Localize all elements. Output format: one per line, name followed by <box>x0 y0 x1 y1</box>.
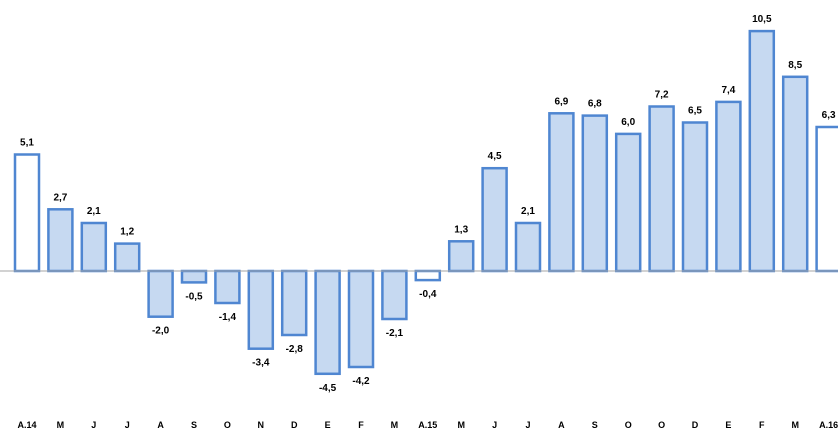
bar-7 <box>247 269 275 350</box>
bar-6 <box>214 269 241 305</box>
value-label-10: -4,2 <box>352 376 370 387</box>
x-tick-label-24: A.16 <box>819 420 838 430</box>
x-tick-label-2: J <box>91 420 96 430</box>
bar-9 <box>314 269 341 376</box>
x-tick-label-13: M <box>457 420 465 430</box>
x-tick-label-8: D <box>291 420 298 430</box>
bar-0 <box>13 153 41 273</box>
value-label-1: 2,7 <box>53 192 67 203</box>
x-tick-label-3: J <box>125 420 130 430</box>
bar-12 <box>414 269 442 282</box>
bar-19 <box>648 105 675 273</box>
x-tick-label-9: E <box>325 420 331 430</box>
x-tick-label-7: N <box>258 420 265 430</box>
bar-10 <box>347 269 375 369</box>
value-label-24: 6,3 <box>822 110 836 121</box>
value-labels-group: 5,1 2,7 2,1 1,2 -2,0 -0,5 -1,4 -3,4 -2,8 -4,5 -4,2… <box>20 14 836 394</box>
x-tick-label-21: E <box>725 420 731 430</box>
value-label-0: 5,1 <box>20 138 34 149</box>
x-tick-label-0: A.14 <box>17 420 36 430</box>
value-label-9: -4,5 <box>319 383 337 394</box>
bar-1 <box>47 208 74 273</box>
value-label-7: -3,4 <box>252 358 270 369</box>
value-label-19: 7,2 <box>655 90 669 101</box>
value-label-12: -0,4 <box>419 289 437 300</box>
bars-group <box>13 29 838 376</box>
value-label-14: 4,5 <box>488 151 502 162</box>
x-tick-label-1: M <box>57 420 65 430</box>
bar-4 <box>147 269 174 318</box>
x-tick-label-6: O <box>224 420 231 430</box>
value-label-13: 1,3 <box>454 224 468 235</box>
value-label-22: 10,5 <box>752 14 772 25</box>
bar-17 <box>581 114 609 273</box>
bar-11 <box>381 269 408 321</box>
bar-13 <box>447 240 475 273</box>
value-label-17: 6,8 <box>588 99 602 110</box>
value-label-6: -1,4 <box>219 312 237 323</box>
value-label-21: 7,4 <box>721 85 735 96</box>
value-label-5: -0,5 <box>185 291 203 302</box>
value-label-16: 6,9 <box>554 96 568 107</box>
bar-14 <box>481 166 508 273</box>
x-tick-label-5: S <box>191 420 197 430</box>
bar-20 <box>681 121 709 273</box>
value-label-18: 6,0 <box>621 117 635 128</box>
x-tick-label-20: D <box>692 420 699 430</box>
bar-2 <box>80 221 108 273</box>
x-tick-label-17: S <box>592 420 598 430</box>
x-tick-label-15: J <box>525 420 530 430</box>
value-label-23: 8,5 <box>788 60 802 71</box>
value-label-15: 2,1 <box>521 206 535 217</box>
x-tick-label-23: M <box>791 420 799 430</box>
x-tick-label-12: A.15 <box>418 420 437 430</box>
value-label-11: -2,1 <box>386 328 404 339</box>
value-label-4: -2,0 <box>152 326 170 337</box>
bar-3 <box>113 242 141 273</box>
x-tick-label-19: O <box>658 420 665 430</box>
value-label-8: -2,8 <box>286 344 304 355</box>
bar-18 <box>614 132 642 273</box>
x-tick-label-14: J <box>492 420 497 430</box>
bar-22 <box>748 29 776 273</box>
bar-8 <box>280 269 308 337</box>
bar-5 <box>180 269 208 284</box>
value-label-20: 6,5 <box>688 106 702 117</box>
x-tick-label-4: A <box>157 420 164 430</box>
x-tick-label-11: M <box>391 420 399 430</box>
x-tick-label-16: A <box>558 420 565 430</box>
bar-16 <box>548 112 575 273</box>
x-tick-label-10: F <box>358 420 364 430</box>
x-tick-labels-group: A.14 M J J A S O N D E F M A.15 M J J A S O O D E F M A.16 <box>17 420 838 430</box>
value-label-3: 1,2 <box>120 227 134 238</box>
bar-15 <box>514 221 542 273</box>
x-tick-label-22: F <box>759 420 765 430</box>
bar-21 <box>715 100 742 273</box>
x-tick-label-18: O <box>625 420 632 430</box>
bar-24 <box>815 125 838 273</box>
value-label-2: 2,1 <box>87 206 101 217</box>
bar-23 <box>781 75 809 273</box>
